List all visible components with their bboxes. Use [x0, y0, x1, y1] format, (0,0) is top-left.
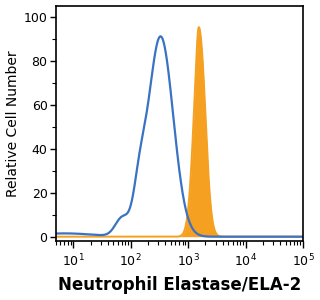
X-axis label: Neutrophil Elastase/ELA-2: Neutrophil Elastase/ELA-2: [58, 276, 301, 294]
Y-axis label: Relative Cell Number: Relative Cell Number: [5, 50, 20, 196]
